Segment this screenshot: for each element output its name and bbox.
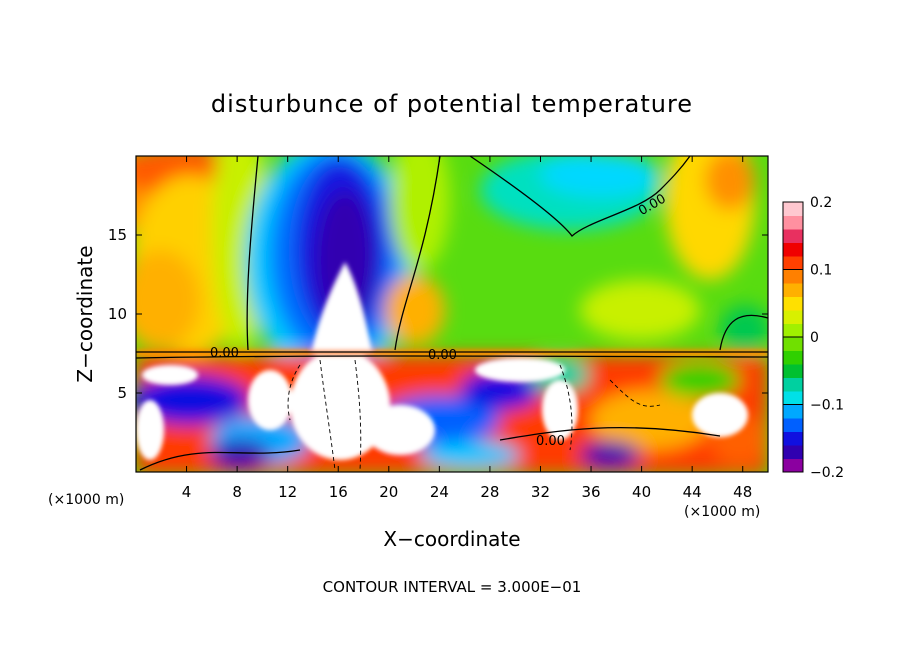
colorbar-swatch bbox=[783, 431, 803, 446]
colorbar-swatch bbox=[783, 458, 803, 473]
colorbar-swatch bbox=[783, 310, 803, 324]
colorbar: 0.2 0.1 0 −0.1 −0.2 bbox=[782, 195, 844, 481]
colorbar-swatch bbox=[783, 215, 803, 230]
x-tick-label: 44 bbox=[683, 483, 702, 501]
colorbar-swatch bbox=[783, 337, 803, 351]
colorbar-swatch bbox=[783, 202, 803, 216]
chart-title: disturbunce of potential temperature bbox=[211, 90, 693, 118]
x-tick-label: 8 bbox=[232, 483, 242, 501]
plot-field bbox=[136, 156, 768, 472]
contour-label: 0.00 bbox=[210, 346, 239, 361]
colorbar-label: −0.2 bbox=[810, 465, 844, 481]
x-axis-label: X−coordinate bbox=[383, 527, 520, 551]
y-tick-label: 5 bbox=[117, 384, 127, 402]
contour-label: 0.00 bbox=[428, 348, 457, 363]
x-tick-label: 36 bbox=[581, 483, 600, 501]
colorbar-label: 0.2 bbox=[810, 195, 832, 211]
y-tick-label: 15 bbox=[108, 226, 127, 244]
colorbar-swatch bbox=[783, 391, 803, 405]
contour-label: 0.00 bbox=[536, 434, 565, 449]
colorbar-label: −0.1 bbox=[810, 398, 844, 414]
colorbar-swatch bbox=[783, 377, 803, 392]
colorbar-swatch bbox=[783, 256, 803, 270]
x-tick-label: 4 bbox=[182, 483, 192, 501]
x-tick-label: 20 bbox=[379, 483, 398, 501]
y-axis-label: Z−coordinate bbox=[73, 245, 97, 382]
x-tick-label: 40 bbox=[632, 483, 651, 501]
x-tick-label: 24 bbox=[430, 483, 449, 501]
colorbar-swatch bbox=[783, 445, 803, 459]
colorbar-swatch bbox=[783, 404, 803, 419]
x-tick-label: 16 bbox=[329, 483, 348, 501]
colorbar-swatch bbox=[783, 229, 803, 243]
colorbar-swatch bbox=[783, 364, 803, 378]
y-tick-label: 10 bbox=[108, 305, 127, 323]
x-tick-label: 32 bbox=[531, 483, 550, 501]
colorbar-label: 0.1 bbox=[810, 263, 832, 279]
colorbar-swatch bbox=[783, 323, 803, 338]
colorbar-swatch bbox=[783, 350, 803, 365]
colorbar-swatch bbox=[783, 269, 803, 284]
x-unit-label-left: (×1000 m) bbox=[48, 492, 124, 508]
x-tick-label: 48 bbox=[733, 483, 752, 501]
colorbar-label: 0 bbox=[810, 330, 819, 346]
colorbar-swatch bbox=[783, 296, 803, 311]
colorbar-swatch bbox=[783, 418, 803, 432]
x-tick-label: 12 bbox=[278, 483, 297, 501]
contour-interval-note: CONTOUR INTERVAL = 3.000E−01 bbox=[323, 578, 582, 596]
x-unit-label-right: (×1000 m) bbox=[684, 504, 760, 520]
colorbar-swatch bbox=[783, 283, 803, 297]
colorbar-swatch bbox=[783, 242, 803, 257]
x-tick-label: 28 bbox=[480, 483, 499, 501]
